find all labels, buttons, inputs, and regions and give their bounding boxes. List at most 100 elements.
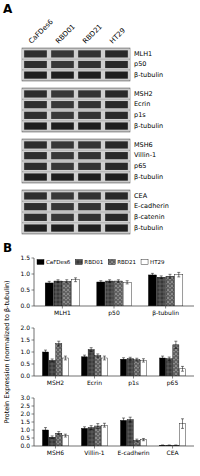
blot-band <box>78 173 101 180</box>
blot-strip <box>22 213 130 223</box>
error-bar <box>83 355 86 358</box>
blot-band <box>105 122 128 129</box>
y-tick <box>32 430 35 431</box>
error-bar <box>135 439 138 442</box>
x-axis <box>34 446 194 447</box>
error-bar <box>83 427 86 430</box>
blot-band <box>51 224 74 231</box>
blot-band <box>24 112 47 119</box>
legend-swatch <box>108 260 115 265</box>
bar <box>121 420 127 446</box>
error-bar <box>181 419 184 429</box>
blot-band <box>105 224 128 231</box>
x-tick-label: Ecrin <box>87 379 102 386</box>
y-tick-label: 0.0 <box>20 302 30 309</box>
x-tick-label: MSH2 <box>47 379 64 386</box>
bar <box>95 426 101 446</box>
error-bar <box>169 274 172 278</box>
blot-strip <box>22 202 130 212</box>
blot-band <box>51 173 74 180</box>
blot-band <box>78 152 101 159</box>
legend-swatch <box>75 260 82 265</box>
protein-label: Ecrin <box>134 100 150 108</box>
bar <box>127 359 133 376</box>
bar <box>127 420 133 446</box>
y-tick-label: 2.0 <box>20 410 30 417</box>
y-tick <box>32 306 35 307</box>
y-tick <box>32 340 35 341</box>
y-tick <box>32 364 35 365</box>
blot-strip <box>22 191 130 201</box>
y-tick-label: 1.0 <box>20 270 30 277</box>
legend-label: HT29 <box>150 259 165 265</box>
blot-band <box>78 61 101 68</box>
error-bar <box>64 434 67 437</box>
error-bar <box>65 280 68 283</box>
bar <box>166 359 172 376</box>
error-bar <box>122 358 125 361</box>
error-bar <box>96 424 99 429</box>
x-tick-label: Villin-1 <box>84 449 105 456</box>
blot-band <box>51 101 74 108</box>
error-bar <box>44 350 47 354</box>
blot-strip <box>22 172 130 182</box>
blot-band <box>24 141 47 148</box>
x-tick-label: p50 <box>108 309 120 317</box>
plot-area <box>42 417 185 446</box>
x-tick-label: p65 <box>167 379 179 387</box>
blot-band <box>24 50 47 57</box>
bar <box>101 425 107 446</box>
blot-band <box>51 203 74 210</box>
blot-band <box>105 141 128 148</box>
y-tick-label: 0.5 <box>20 360 30 367</box>
blot-band <box>78 203 101 210</box>
protein-label: MSH6 <box>134 141 153 149</box>
legend-swatch <box>37 260 44 265</box>
error-bar <box>181 366 184 371</box>
y-tick-label: 1.0 <box>20 426 30 433</box>
bar <box>81 428 87 446</box>
figure: ACaFDes6RBD01RBD21HT29MLH1p50β-tubulinMS… <box>0 0 200 476</box>
legend-label: RBD21 <box>117 259 136 265</box>
y-tick-label: 0.5 <box>20 434 30 441</box>
y-axis <box>34 398 35 446</box>
protein-label: p65 <box>134 162 146 170</box>
error-bar <box>168 357 171 360</box>
blot-band <box>105 152 128 159</box>
bar <box>56 433 62 446</box>
protein-label: CEA <box>134 192 148 200</box>
blot-frame <box>22 48 130 81</box>
blot-strip <box>22 49 130 58</box>
error-bar <box>57 280 60 283</box>
blot-band <box>51 122 74 129</box>
blot-band <box>78 163 101 170</box>
protein-label: β-tubulin <box>134 122 163 130</box>
error-bar <box>64 356 67 360</box>
blot-strip <box>22 162 130 172</box>
y-tick-label: 1.0 <box>20 348 30 355</box>
y-tick <box>32 274 35 275</box>
blot-strip <box>22 223 130 233</box>
error-bar <box>142 359 145 362</box>
blot-strip <box>22 89 130 99</box>
y-tick-label: 1.5 <box>20 254 30 261</box>
x-axis <box>34 306 194 307</box>
x-tick-label: E-cadherin <box>117 449 149 456</box>
blot-frame <box>22 139 130 183</box>
error-bar <box>160 276 163 279</box>
error-bar <box>117 280 120 283</box>
bar <box>88 350 94 376</box>
blot-band <box>24 122 47 129</box>
y-tick <box>32 446 35 447</box>
bar <box>42 352 48 376</box>
blot-band <box>78 50 101 57</box>
lane-label: CaFDes6 <box>27 17 55 45</box>
blot-band <box>78 122 101 129</box>
error-bar <box>126 281 129 284</box>
y-tick-label: 1.5 <box>20 418 30 425</box>
bar <box>160 358 166 376</box>
blot-band <box>24 173 47 180</box>
blot-band <box>105 173 128 180</box>
x-tick-label: MSH6 <box>47 449 64 456</box>
error-bar <box>122 418 125 423</box>
